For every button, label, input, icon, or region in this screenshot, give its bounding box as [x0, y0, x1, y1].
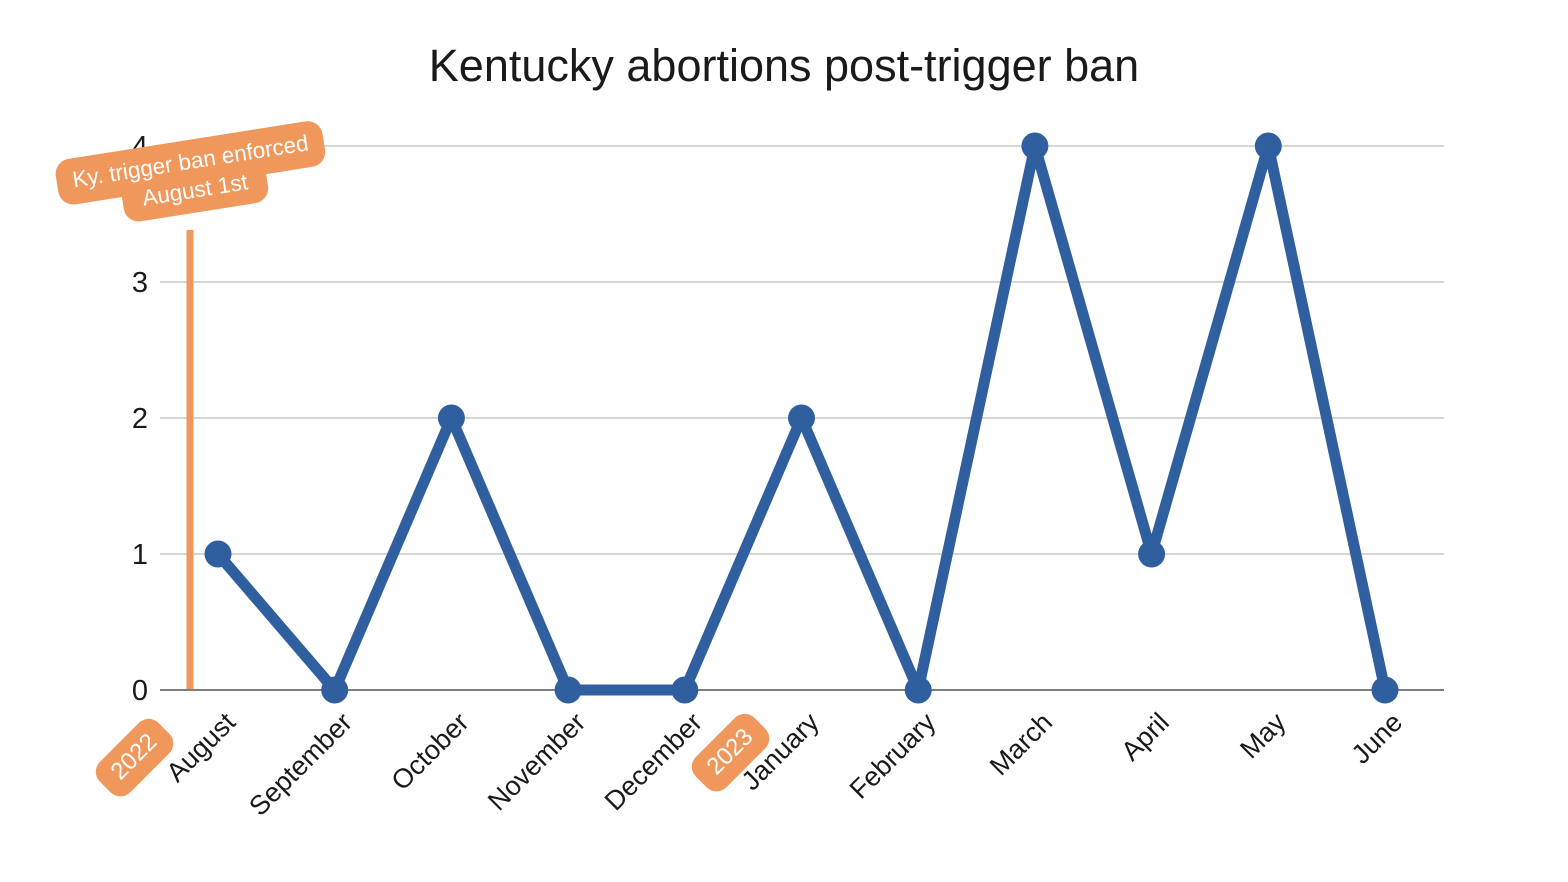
y-tick-label: 2	[132, 403, 148, 435]
x-tick-label: April	[1115, 707, 1174, 766]
chart-title: Kentucky abortions post-trigger ban	[428, 40, 1140, 91]
data-point	[671, 676, 699, 704]
data-point	[1021, 132, 1049, 160]
data-point	[904, 676, 932, 704]
x-tick-label: September	[243, 707, 358, 822]
data-point	[321, 676, 349, 704]
x-tick-label: March	[984, 707, 1058, 781]
data-point	[437, 404, 465, 432]
data-point	[1138, 540, 1166, 568]
data-point	[788, 404, 815, 432]
data-point	[204, 540, 232, 568]
y-tick-label: 3	[132, 267, 148, 299]
x-tick-label: February	[844, 707, 942, 805]
y-tick-label: 0	[132, 675, 148, 707]
data-point	[1371, 676, 1399, 704]
data-point	[554, 676, 582, 704]
x-tick-label: June	[1346, 707, 1409, 770]
x-tick-label: May	[1234, 707, 1292, 765]
y-tick-label: 1	[132, 539, 148, 571]
x-tick-label: October	[386, 707, 475, 796]
data-point	[1254, 132, 1282, 160]
x-tick-label: November	[482, 707, 591, 816]
